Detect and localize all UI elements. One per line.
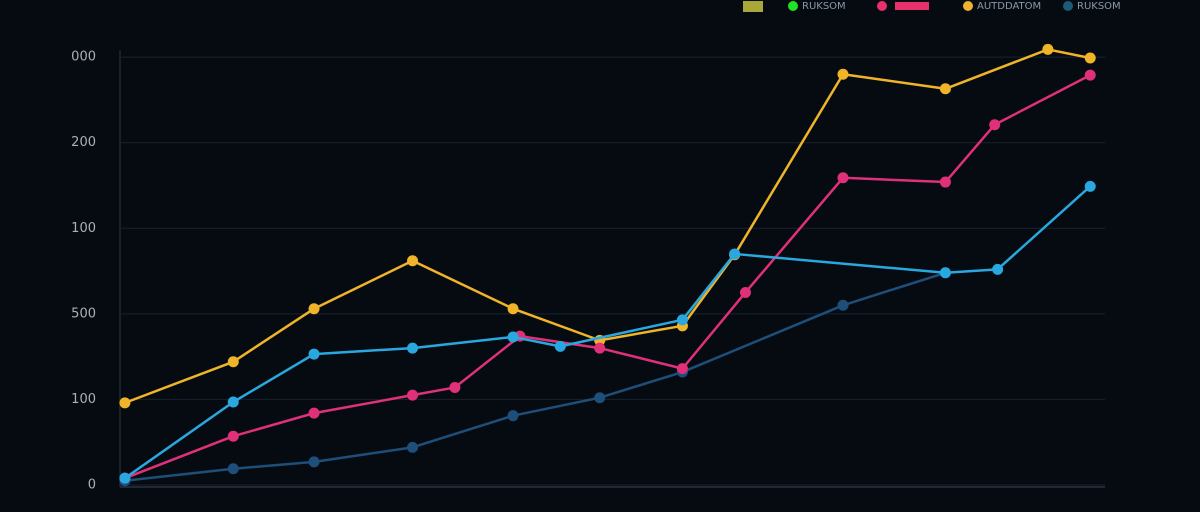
data-point	[1084, 69, 1096, 81]
data-point	[227, 356, 239, 368]
y-tick-label: 200	[71, 135, 96, 150]
data-point	[676, 314, 688, 326]
y-tick-label: 100	[71, 392, 96, 407]
data-point	[992, 263, 1004, 275]
legend-label: RUKSOM	[1077, 1, 1121, 12]
data-point	[407, 255, 419, 267]
data-point	[594, 342, 606, 354]
data-point	[308, 456, 320, 468]
data-point	[676, 363, 688, 375]
data-point	[939, 83, 951, 95]
legend-marker	[1063, 1, 1073, 11]
data-point	[308, 407, 320, 419]
data-point	[837, 299, 849, 311]
series-line	[124, 48, 1091, 405]
data-point	[1084, 52, 1096, 64]
legend-label: RUKSOM	[802, 1, 846, 12]
data-point	[739, 286, 751, 298]
data-point	[449, 381, 461, 393]
data-point	[939, 267, 951, 279]
series-line	[124, 185, 1092, 480]
data-point	[407, 342, 419, 354]
data-point	[507, 331, 519, 343]
legend-swatch	[895, 2, 929, 10]
legend-marker	[788, 1, 798, 11]
data-point	[308, 303, 320, 315]
data-point	[1084, 180, 1096, 192]
legend-label: AUTDDATOM	[977, 1, 1041, 12]
data-point	[989, 119, 1001, 131]
data-point	[939, 176, 951, 188]
data-point	[554, 340, 566, 352]
data-point	[119, 397, 131, 409]
legend-marker	[877, 1, 887, 11]
data-point	[227, 463, 239, 475]
series-line	[124, 271, 946, 482]
data-point	[407, 389, 419, 401]
data-point	[407, 441, 419, 453]
legend-marker	[963, 1, 973, 11]
data-point	[1042, 43, 1054, 55]
y-tick-label: 000	[71, 50, 96, 65]
data-point	[227, 430, 239, 442]
y-tick-label: 0	[88, 478, 96, 493]
data-point	[227, 396, 239, 408]
y-tick-label: 500	[71, 306, 96, 321]
data-point	[837, 172, 849, 184]
data-point	[594, 392, 606, 404]
y-tick-label: 100	[71, 221, 96, 236]
data-point	[119, 472, 131, 484]
data-point	[837, 68, 849, 80]
data-point	[507, 303, 519, 315]
data-point	[507, 410, 519, 422]
data-point	[729, 248, 741, 260]
legend-swatch	[743, 1, 763, 12]
data-point	[308, 348, 320, 360]
